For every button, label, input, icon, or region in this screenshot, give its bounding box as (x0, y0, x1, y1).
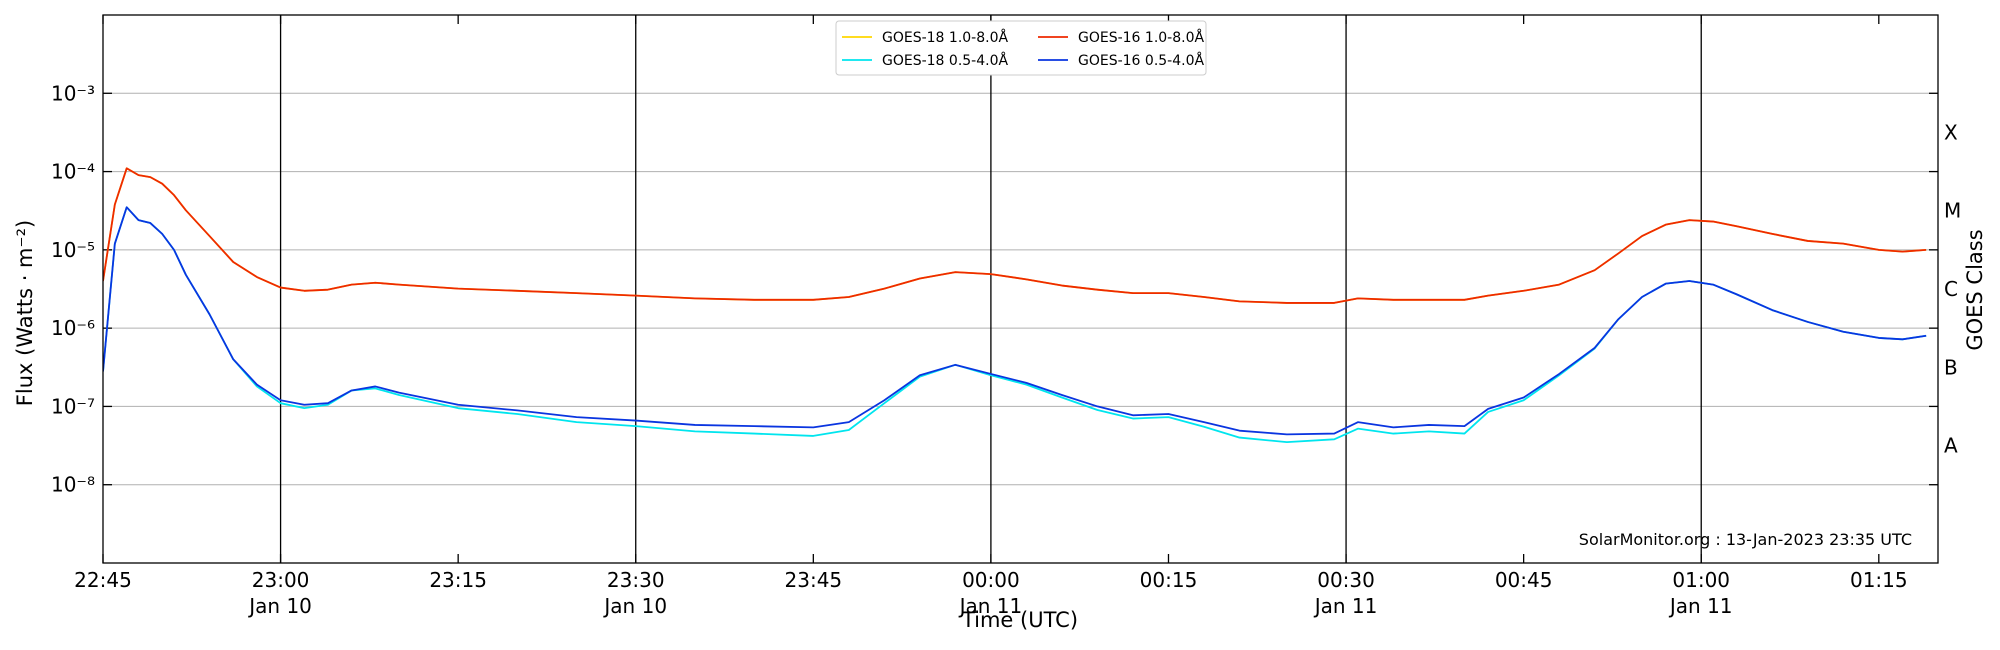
y-tick-label: 10⁻⁴ (51, 160, 95, 184)
x-tick-label: 22:45 (74, 568, 132, 592)
y2-tick-label: B (1944, 355, 1958, 379)
series-line (103, 206, 1927, 436)
x-tick-label: 00:45 (1495, 568, 1553, 592)
y-tick-label: 10⁻³ (51, 81, 95, 105)
legend-label: GOES-16 1.0-8.0Å (1078, 29, 1204, 46)
legend-label: GOES-16 0.5-4.0Å (1078, 52, 1204, 69)
x-tick-label: 00:30 (1317, 568, 1375, 592)
y2-axis-label: GOES Class (1963, 229, 1987, 350)
y-tick-label: 10⁻⁶ (51, 316, 95, 340)
y2-tick-label: C (1944, 277, 1958, 301)
x-tick-label: 00:00 (962, 568, 1020, 592)
legend-label: GOES-18 1.0-8.0Å (882, 29, 1008, 46)
x-tick-label: 00:15 (1140, 568, 1198, 592)
x-tick-date: Jan 11 (1668, 594, 1733, 618)
x-tick-date: Jan 10 (247, 594, 312, 618)
x-tick-label: 01:00 (1672, 568, 1730, 592)
x-tick-date: Jan 11 (958, 594, 1023, 618)
annotation: SolarMonitor.org : 13-Jan-2023 23:35 UTC (1579, 530, 1912, 549)
y2-tick-label: X (1944, 120, 1958, 144)
x-tick-label: 23:45 (785, 568, 843, 592)
x-tick-label: 23:30 (607, 568, 665, 592)
y2-tick-label: A (1944, 434, 1958, 458)
y-axis-label: Flux (Watts · m⁻²) (13, 220, 37, 406)
y-tick-label: 10⁻⁸ (51, 473, 95, 497)
legend-box (835, 20, 1207, 76)
y-tick-label: 10⁻⁵ (51, 238, 95, 262)
x-tick-label: 23:15 (429, 568, 487, 592)
x-tick-label: 01:15 (1850, 568, 1908, 592)
x-axis-label: Time (UTC) (961, 608, 1078, 632)
series-line (103, 167, 1927, 304)
x-tick-date: Jan 11 (1313, 594, 1378, 618)
y-tick-label: 10⁻⁷ (51, 394, 95, 418)
plot-frame (102, 14, 1939, 564)
legend-label: GOES-18 0.5-4.0Å (882, 52, 1008, 69)
y2-tick-label: M (1944, 199, 1961, 223)
x-tick-date: Jan 10 (602, 594, 667, 618)
x-tick-label: 23:00 (252, 568, 310, 592)
